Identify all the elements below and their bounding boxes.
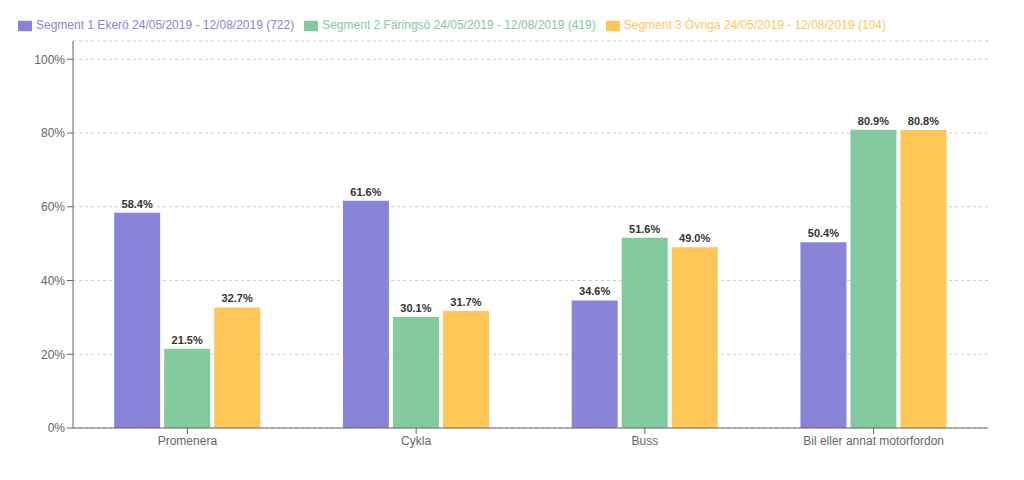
svg-text:80.9%: 80.9% — [858, 115, 889, 127]
svg-text:31.7%: 31.7% — [450, 296, 481, 308]
svg-text:Buss: Buss — [632, 434, 659, 448]
svg-text:Bil eller annat motorfordon: Bil eller annat motorfordon — [803, 434, 944, 448]
svg-text:30.1%: 30.1% — [400, 302, 431, 314]
html-text:Segment 1 Ekerö 24/05/2019 - 1: Segment 1 Ekerö 24/05/2019 - 12/08/2019 … — [36, 18, 295, 32]
svg-text:Promenera: Promenera — [158, 434, 218, 448]
svg-text:58.4%: 58.4% — [122, 198, 153, 210]
svg-text:80.8%: 80.8% — [908, 115, 939, 127]
svg-text:34.6%: 34.6% — [579, 285, 610, 297]
svg-text:51.6%: 51.6% — [629, 223, 660, 235]
svg-text:40%: 40% — [41, 274, 65, 288]
html-text:Segment 2 Färingsö 24/05/2019: Segment 2 Färingsö 24/05/2019 - 12/08/20… — [322, 18, 596, 32]
svg-text:0%: 0% — [48, 421, 66, 435]
svg-text:32.7%: 32.7% — [222, 292, 253, 304]
svg-text:Cykla: Cykla — [401, 434, 431, 448]
svg-text:20%: 20% — [41, 348, 65, 362]
svg-text:50.4%: 50.4% — [808, 227, 839, 239]
svg-text:61.6%: 61.6% — [350, 186, 381, 198]
html-text:Segment 3 Övriga 24/05/2019 -: Segment 3 Övriga 24/05/2019 - 12/08/2019… — [623, 18, 886, 32]
svg-text:21.5%: 21.5% — [172, 334, 203, 346]
svg-text:60%: 60% — [41, 200, 65, 214]
svg-text:100%: 100% — [34, 53, 65, 67]
svg-text:49.0%: 49.0% — [679, 232, 710, 244]
svg-text:80%: 80% — [41, 126, 65, 140]
